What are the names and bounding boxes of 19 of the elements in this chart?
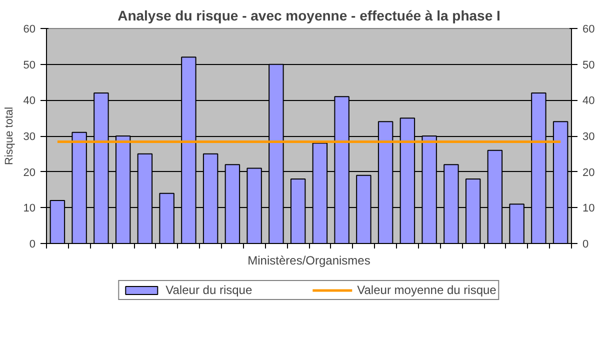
y2-tick-label: 0: [582, 238, 589, 250]
y2-tick-label: 40: [582, 95, 595, 108]
y-tick-label: 30: [23, 131, 36, 143]
y2-tick-label: 50: [582, 59, 595, 72]
y-tick-label: 20: [23, 166, 36, 179]
y-tick-label: 40: [23, 95, 36, 108]
y2-tick-label: 60: [582, 24, 595, 36]
y-tick-label: 10: [23, 202, 36, 215]
legend-label: Valeur du risque: [166, 283, 252, 297]
y2-tick-label: 10: [582, 202, 595, 215]
x-axis-title: Ministères/Organismes: [248, 254, 370, 268]
y2-tick-label: 20: [582, 166, 595, 179]
y-tick-label: 50: [23, 59, 36, 72]
y-axis-title: Risque total: [3, 106, 16, 166]
y-tick-label: 0: [29, 238, 36, 250]
legend-label: Valeur moyenne du risque: [357, 283, 496, 297]
y-tick-label: 60: [23, 24, 36, 36]
y2-tick-label: 30: [582, 131, 595, 143]
chart-title: Analyse du risque - avec moyenne - effectuée à la phase I: [118, 8, 500, 24]
